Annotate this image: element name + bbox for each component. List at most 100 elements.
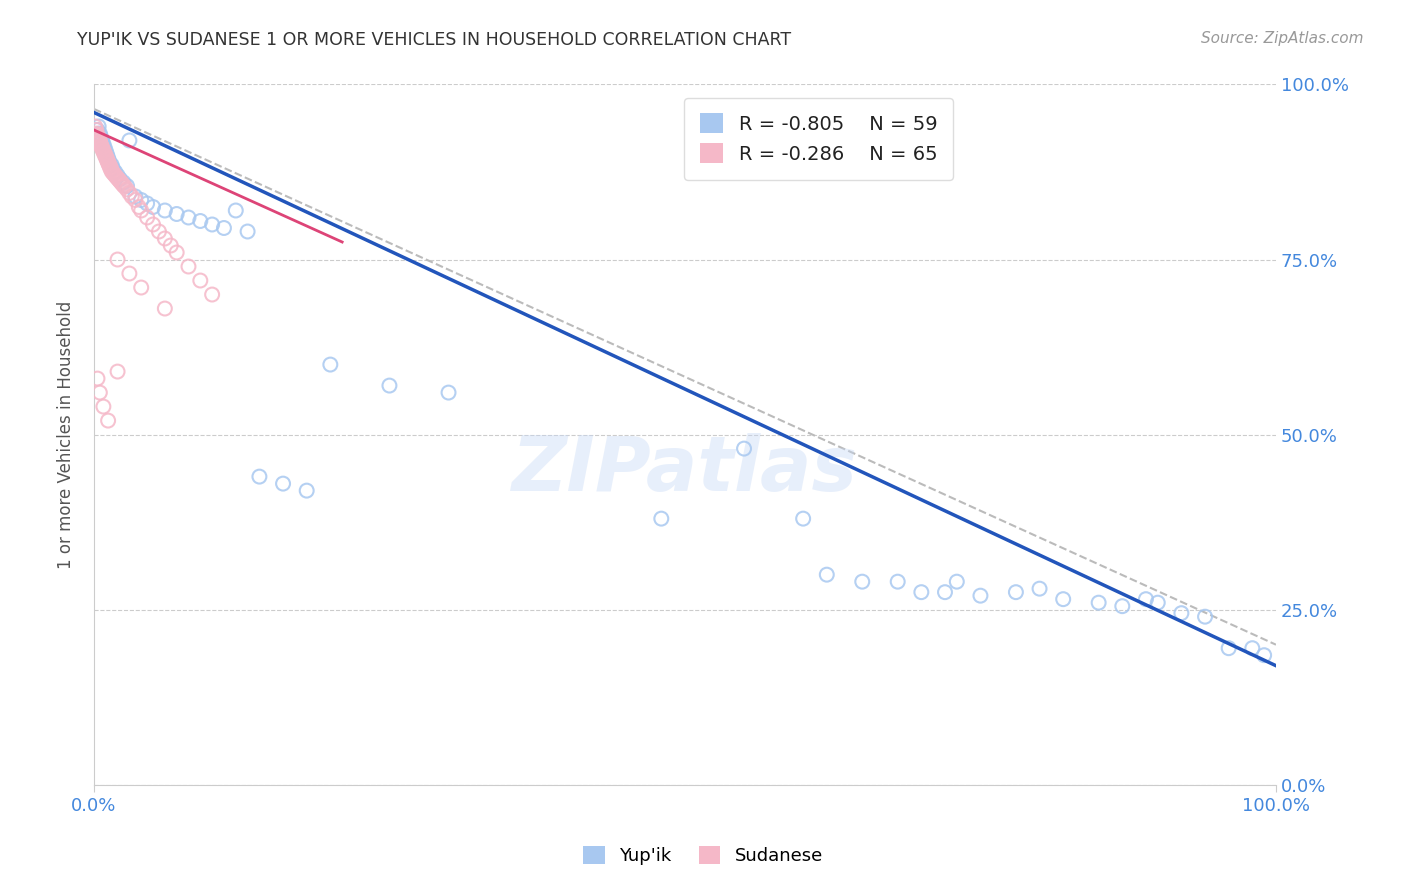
Point <box>96 152 118 166</box>
Point <box>1194 609 1216 624</box>
Point <box>94 150 117 164</box>
Point <box>97 414 120 428</box>
Point <box>91 142 114 156</box>
Point <box>104 165 127 179</box>
Point <box>249 469 271 483</box>
Point <box>166 207 188 221</box>
Point <box>105 169 128 184</box>
Point <box>107 171 129 186</box>
Point <box>201 218 224 232</box>
Point <box>153 231 176 245</box>
Point <box>437 385 460 400</box>
Point <box>129 280 152 294</box>
Point <box>90 137 112 152</box>
Point <box>101 166 124 180</box>
Point <box>96 147 118 161</box>
Point <box>94 144 117 158</box>
Point <box>115 182 138 196</box>
Point <box>87 132 110 146</box>
Point <box>129 193 152 207</box>
Point <box>98 157 121 171</box>
Point <box>851 574 873 589</box>
Point <box>121 189 143 203</box>
Point <box>107 365 129 379</box>
Point <box>93 140 115 154</box>
Point <box>1146 596 1168 610</box>
Point <box>201 287 224 301</box>
Point <box>142 218 165 232</box>
Point <box>93 147 115 161</box>
Point <box>188 273 211 287</box>
Point <box>886 574 908 589</box>
Point <box>115 179 138 194</box>
Point <box>650 511 672 525</box>
Point <box>100 160 122 174</box>
Point <box>153 301 176 316</box>
Point <box>84 120 107 134</box>
Point <box>97 156 120 170</box>
Point <box>104 169 127 183</box>
Point <box>98 159 121 173</box>
Point <box>177 260 200 274</box>
Point <box>93 400 115 414</box>
Point <box>148 225 170 239</box>
Point <box>103 167 125 181</box>
Point <box>177 211 200 225</box>
Point <box>89 136 111 151</box>
Point <box>1028 582 1050 596</box>
Point <box>84 127 107 141</box>
Point <box>89 133 111 147</box>
Point <box>1241 641 1264 656</box>
Point <box>107 169 129 183</box>
Point <box>1005 585 1028 599</box>
Point <box>100 161 122 176</box>
Point <box>87 130 110 145</box>
Point <box>1111 599 1133 614</box>
Point <box>295 483 318 498</box>
Point <box>114 179 136 194</box>
Point <box>112 176 135 190</box>
Point <box>93 136 115 151</box>
Point <box>87 120 110 134</box>
Point <box>90 139 112 153</box>
Point <box>910 585 932 599</box>
Point <box>93 145 115 159</box>
Point <box>118 133 141 147</box>
Point <box>91 140 114 154</box>
Point <box>108 172 131 186</box>
Point <box>91 133 114 147</box>
Point <box>1052 592 1074 607</box>
Point <box>100 158 122 172</box>
Point <box>815 567 838 582</box>
Point <box>142 200 165 214</box>
Point <box>153 203 176 218</box>
Point <box>107 172 129 186</box>
Point <box>96 153 118 167</box>
Legend: Yup'ik, Sudanese: Yup'ik, Sudanese <box>576 838 830 872</box>
Point <box>89 127 111 141</box>
Point <box>111 177 134 191</box>
Point <box>89 135 111 149</box>
Text: ZIPatlas: ZIPatlas <box>512 433 858 507</box>
Point <box>90 130 112 145</box>
Point <box>94 149 117 163</box>
Y-axis label: 1 or more Vehicles in Household: 1 or more Vehicles in Household <box>58 301 75 569</box>
Point <box>112 178 135 193</box>
Point <box>118 186 141 200</box>
Point <box>100 164 122 178</box>
Point <box>969 589 991 603</box>
Point <box>159 238 181 252</box>
Point <box>934 585 956 599</box>
Point <box>124 189 146 203</box>
Point <box>271 476 294 491</box>
Point <box>86 371 108 385</box>
Point <box>97 151 120 165</box>
Point <box>378 378 401 392</box>
Point <box>225 203 247 218</box>
Point <box>1253 648 1275 663</box>
Legend: R = -0.805    N = 59, R = -0.286    N = 65: R = -0.805 N = 59, R = -0.286 N = 65 <box>685 97 953 179</box>
Point <box>86 123 108 137</box>
Point <box>107 252 129 267</box>
Point <box>118 267 141 281</box>
Point <box>166 245 188 260</box>
